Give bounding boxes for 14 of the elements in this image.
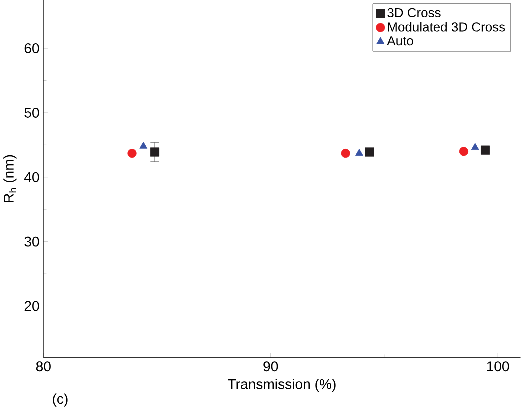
y-tick-label: 50: [24, 108, 40, 118]
y-tick-label: 30: [24, 237, 40, 248]
y-tick-label: 60: [24, 44, 40, 54]
legend-label: 3D Cross: [388, 8, 441, 18]
y-axis-title: R$_{h}$ (nm): [4, 156, 17, 203]
x-tick-label: 80: [36, 362, 51, 372]
legend-label: Modulated 3D Cross: [388, 22, 506, 32]
x-axis-title: Transmission (%): [228, 379, 336, 392]
x-tick-label: 100: [487, 362, 510, 372]
legend-label: Auto: [387, 36, 414, 46]
y-tick-label: 40: [24, 172, 40, 183]
x-tick-label: 90: [264, 362, 278, 372]
y-tick-label: 20: [24, 301, 40, 312]
text: (c): [53, 394, 68, 408]
